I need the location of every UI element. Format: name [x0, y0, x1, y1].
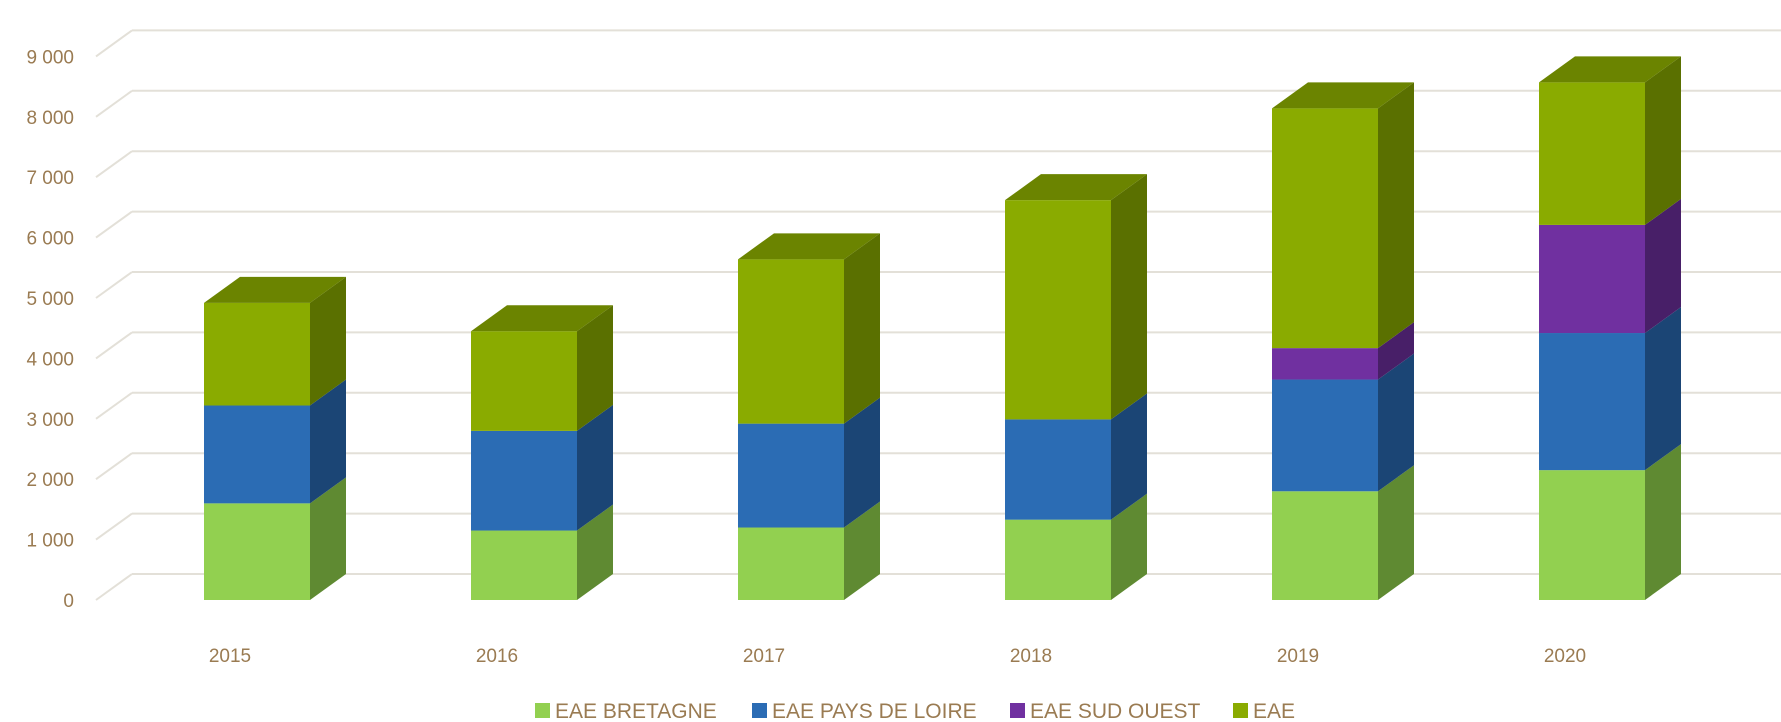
y-tick-label: 0 — [63, 591, 74, 612]
bar-side-0 — [1378, 465, 1414, 600]
x-tick-label: 2020 — [1544, 646, 1586, 667]
bar-side-1 — [844, 397, 880, 528]
legend-swatch — [1010, 703, 1025, 718]
x-tick-label: 2017 — [743, 646, 785, 667]
y-tick-label: 7 000 — [26, 168, 74, 189]
legend-swatch — [752, 703, 767, 718]
bar-segment-1 — [738, 423, 844, 528]
legend-label: EAE PAYS DE LOIRE — [772, 700, 977, 722]
y-tick-label: 3 000 — [26, 410, 74, 431]
y-tick-label: 8 000 — [26, 108, 74, 129]
x-tick-label: 2016 — [476, 646, 518, 667]
bar-side-1 — [1378, 353, 1414, 492]
y-axis-ticks: 0 1 000 2 000 3 000 4 000 5 000 6 000 7 000 8 00… — [26, 47, 74, 612]
y-tick-label: 2 000 — [26, 470, 74, 491]
grid-diagonal — [95, 150, 133, 179]
bar-side-1 — [1111, 393, 1147, 520]
x-tick-label: 2018 — [1010, 646, 1052, 667]
bar-side-3 — [844, 233, 880, 424]
bar-segment-0 — [1005, 519, 1111, 600]
legend: EAE BRETAGNE EAE PAYS DE LOIRE EAE SUD OUE… — [535, 700, 1295, 722]
bar-group-2020 — [1539, 56, 1681, 600]
grid-diagonal — [95, 391, 133, 420]
bar-side-3 — [1645, 56, 1681, 225]
bar-segment-3 — [738, 259, 844, 424]
grid-diagonal — [95, 210, 133, 239]
bar-segment-2 — [1272, 348, 1378, 380]
bar-side-1 — [577, 404, 613, 531]
bar-group-2018 — [1005, 174, 1147, 600]
bar-side-3 — [577, 305, 613, 431]
bar-segment-1 — [1539, 333, 1645, 471]
bars — [204, 56, 1681, 600]
bar-segment-3 — [1272, 108, 1378, 349]
bar-segment-3 — [1539, 82, 1645, 225]
bar-segment-0 — [471, 530, 577, 600]
grid-diagonal — [95, 29, 133, 58]
bar-segment-1 — [1272, 379, 1378, 492]
y-tick-label: 9 000 — [26, 47, 74, 68]
bar-segment-0 — [1272, 491, 1378, 600]
bar-side-3 — [1378, 82, 1414, 349]
grid-lines — [95, 29, 1781, 601]
bar-side-0 — [1645, 444, 1681, 600]
bar-side-0 — [1111, 493, 1147, 600]
bar-segment-0 — [1539, 470, 1645, 600]
bar-segment-1 — [204, 405, 310, 504]
bar-side-1 — [310, 379, 346, 504]
bar-side-3 — [1111, 174, 1147, 420]
bar-segment-1 — [471, 430, 577, 531]
bar-segment-3 — [471, 331, 577, 431]
bar-side-1 — [1645, 307, 1681, 471]
y-tick-label: 6 000 — [26, 229, 74, 250]
legend-swatch — [535, 703, 550, 718]
bar-top — [1005, 174, 1147, 201]
bar-segment-0 — [738, 527, 844, 600]
bar-top — [471, 305, 613, 332]
y-tick-label: 4 000 — [26, 349, 74, 370]
bar-segment-2 — [1539, 224, 1645, 334]
grid-diagonal — [95, 573, 133, 601]
y-tick-label: 5 000 — [26, 289, 74, 310]
bar-top — [1539, 56, 1681, 83]
bar-segment-1 — [1005, 419, 1111, 520]
grid-diagonal — [95, 271, 133, 299]
bar-group-2017 — [738, 233, 880, 600]
bar-group-2016 — [471, 305, 613, 600]
grid-diagonal — [95, 89, 133, 118]
bar-top — [1272, 82, 1414, 109]
x-tick-label: 2019 — [1277, 646, 1319, 667]
x-tick-label: 2015 — [209, 646, 251, 667]
grid-diagonal — [95, 452, 133, 481]
bar-segment-3 — [1005, 200, 1111, 420]
bar-group-2019 — [1272, 82, 1414, 600]
bar-top — [204, 276, 346, 303]
bar-side-2 — [1378, 322, 1414, 380]
bar-side-0 — [310, 477, 346, 600]
legend-label: EAE BRETAGNE — [555, 700, 717, 722]
bar-segment-0 — [204, 503, 310, 600]
legend-swatch — [1233, 703, 1248, 718]
bar-side-0 — [844, 501, 880, 600]
legend-label: EAE SUD OUEST — [1030, 700, 1201, 722]
bar-side-2 — [1645, 198, 1681, 334]
bar-top — [738, 233, 880, 260]
bar-segment-3 — [204, 302, 310, 406]
grid-diagonal — [95, 512, 133, 541]
bar-group-2015 — [204, 276, 346, 600]
bar-side-3 — [310, 276, 346, 406]
grid-diagonal — [95, 331, 133, 360]
y-tick-label: 1 000 — [26, 531, 74, 552]
legend-label: EAE — [1253, 700, 1295, 722]
x-axis-ticks: 2015 2016 2017 2018 2019 2020 — [209, 646, 1586, 667]
bar-side-0 — [577, 504, 613, 600]
